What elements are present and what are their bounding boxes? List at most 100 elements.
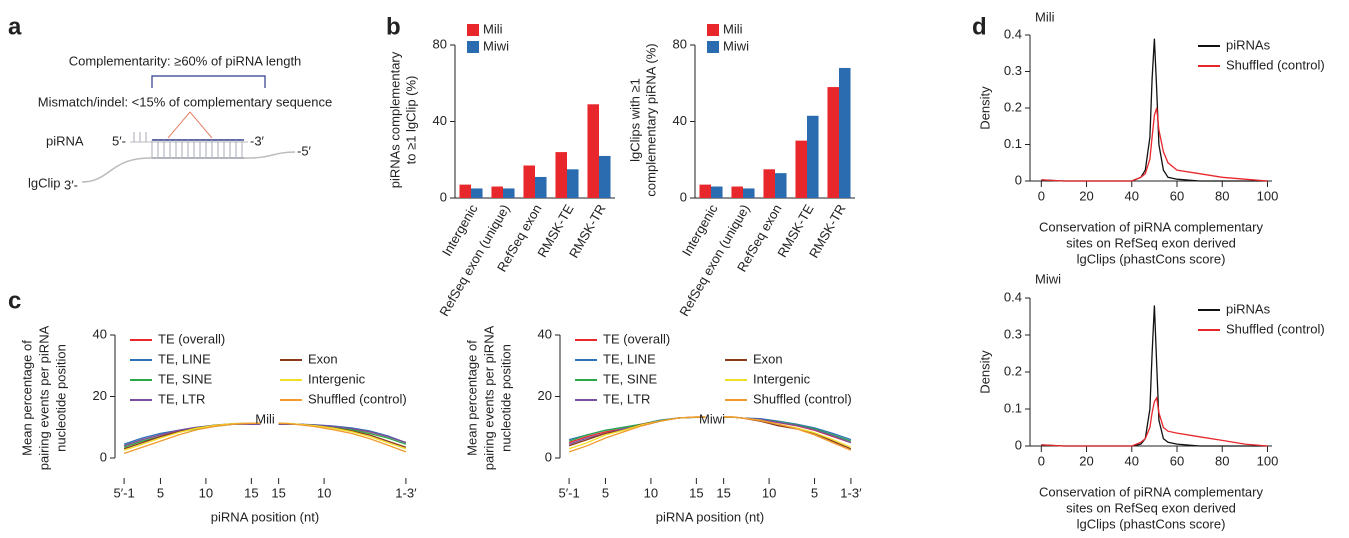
y-axis-label: pairing events per piRNA [36, 325, 51, 470]
y-tick-label: 0.3 [1004, 63, 1022, 78]
y-axis-label: Mean percentage of [464, 340, 479, 456]
diagram-label: -3′ [250, 133, 265, 148]
annotation: Mili [255, 411, 275, 426]
bar [587, 104, 599, 198]
bar [471, 188, 483, 198]
diagram-label: 5′- [112, 133, 126, 148]
pointer [168, 112, 212, 138]
bar [807, 116, 819, 198]
bar [775, 173, 787, 198]
x-tick-label: 20 [1079, 453, 1093, 468]
y-tick-label: 0.4 [1004, 289, 1022, 304]
legend-label: Exon [753, 351, 783, 366]
x-tick-label: 100 [1257, 188, 1279, 203]
x-tick-label: 0 [1038, 188, 1045, 203]
x-axis-label: Conservation of piRNA complementary [1039, 484, 1263, 499]
bar [731, 187, 743, 198]
y-axis-label: to ≥1 lgClip (%) [403, 76, 418, 165]
series-line [1041, 108, 1267, 181]
diagram-label: Complementarity: ≥60% of piRNA length [69, 53, 302, 68]
legend-label: TE, SINE [603, 371, 658, 386]
y-tick-label: 40 [673, 113, 687, 128]
bar [459, 185, 471, 198]
x-tick-label: 20 [1079, 188, 1093, 203]
figure: a b c d Complementarity: ≥60% of piRNA l… [0, 0, 1349, 538]
bar [743, 188, 755, 198]
y-axis-label: complementary piRNA (%) [643, 43, 658, 196]
legend-label: Intergenic [308, 371, 366, 386]
bar [555, 152, 567, 198]
x-tick-label: 40 [1125, 453, 1139, 468]
y-tick-label: 0.3 [1004, 326, 1022, 341]
annotation: Mili [1035, 9, 1055, 24]
x-axis-label: lgClips (phastCons score) [1077, 251, 1226, 266]
legend-label: TE, LINE [603, 351, 656, 366]
legend-label: TE (overall) [603, 331, 670, 346]
diagram: Complementarity: ≥60% of piRNA length Mi… [28, 53, 332, 192]
y-axis-label: Density [977, 86, 992, 130]
y-tick-label: 80 [433, 36, 447, 51]
x-tick-label: 40 [1125, 188, 1139, 203]
y-tick-label: 0.1 [1004, 400, 1022, 415]
legend-label: Intergenic [753, 371, 811, 386]
legend-label: Miwi [483, 38, 509, 53]
bar [795, 141, 807, 198]
y-tick-label: 20 [538, 388, 552, 403]
x-tick-label: 1-3′ [395, 485, 417, 500]
legend-label: Shuffled (control) [308, 391, 407, 406]
y-tick-label: 0 [545, 449, 552, 464]
bracket [152, 76, 265, 88]
x-tick-label: 15 [271, 485, 285, 500]
diagram-label: lgClip [28, 175, 61, 190]
legend-label: Exon [308, 351, 338, 366]
bar [827, 87, 839, 198]
bar [535, 177, 547, 198]
y-tick-label: 80 [673, 36, 687, 51]
legend-swatch [707, 24, 719, 36]
x-axis-label: Conservation of piRNA complementary [1039, 219, 1263, 234]
legend-label: Shuffled (control) [753, 391, 852, 406]
series-line [124, 423, 406, 453]
bar [491, 187, 503, 198]
x-tick-label: 10 [762, 485, 776, 500]
x-tick-label: 5 [157, 485, 164, 500]
y-axis-label: nucleotide position [498, 344, 513, 452]
y-tick-label: 40 [433, 113, 447, 128]
x-axis-label: lgClips (phastCons score) [1077, 516, 1226, 531]
legend-label: piRNAs [1226, 301, 1271, 316]
y-tick-label: 40 [538, 326, 552, 341]
annotation: Miwi [699, 411, 725, 426]
y-tick-label: 0 [440, 189, 447, 204]
y-tick-label: 0 [1015, 437, 1022, 452]
y-tick-label: 0.4 [1004, 26, 1022, 41]
bar [567, 169, 579, 198]
legend-label: TE (overall) [158, 331, 225, 346]
y-axis-label: piRNAs complementary [387, 51, 402, 188]
x-tick-label: 15 [244, 485, 258, 500]
y-axis-label: Mean percentage of [19, 340, 34, 456]
x-tick-label: 60 [1170, 188, 1184, 203]
diagram-label: piRNA [46, 133, 84, 148]
x-tick-label: 80 [1215, 188, 1229, 203]
x-tick-label: 100 [1257, 453, 1279, 468]
legend-label: Shuffled (control) [1226, 321, 1325, 336]
x-tick-label: 15 [716, 485, 730, 500]
x-tick-label: 5 [811, 485, 818, 500]
bar [763, 169, 775, 198]
legend-label: Mili [483, 21, 503, 36]
x-tick-label: 5′-1 [558, 485, 579, 500]
legend-label: TE, LTR [158, 391, 205, 406]
annotation: Miwi [1035, 271, 1061, 286]
x-tick-label: 10 [199, 485, 213, 500]
x-tick-label: 60 [1170, 453, 1184, 468]
x-tick-label: 5 [602, 485, 609, 500]
series-line [1041, 398, 1267, 446]
x-tick-label: 10 [644, 485, 658, 500]
legend-label: TE, LTR [603, 391, 650, 406]
diagram-label: Mismatch/indel: <15% of complementary se… [38, 94, 332, 109]
legend-swatch [467, 24, 479, 36]
y-tick-label: 0 [100, 449, 107, 464]
y-axis-label: pairing events per piRNA [481, 325, 496, 470]
legend-label: piRNAs [1226, 37, 1271, 52]
y-tick-label: 20 [93, 388, 107, 403]
